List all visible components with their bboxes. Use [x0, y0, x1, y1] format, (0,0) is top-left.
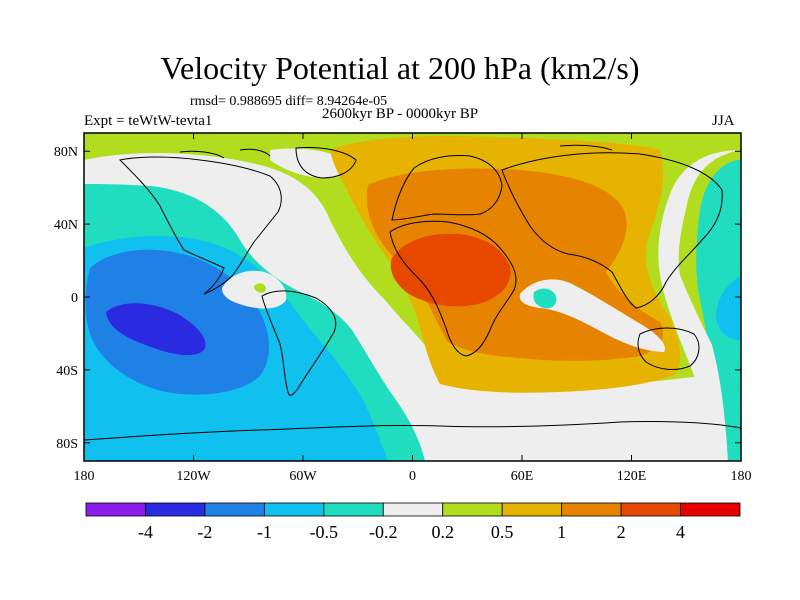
coast-australia — [637, 327, 700, 370]
coast-arctic-islands — [179, 144, 613, 159]
coast-greenland — [295, 147, 357, 179]
colorbar-label: -1 — [257, 522, 272, 542]
colorbar-label: -0.2 — [369, 522, 398, 542]
region-central-america-pos — [254, 283, 266, 293]
x-tick-label: 60W — [289, 469, 317, 484]
rmsd-diff-stats: rmsd= 0.988695 diff= 8.94264e-05 — [190, 94, 388, 109]
colorbar-label: 4 — [676, 522, 685, 542]
experiment-label: Expt = teWtW-tevta1 — [84, 113, 213, 129]
colorbar-label: -2 — [197, 522, 212, 542]
y-tick-label: 80N — [54, 145, 78, 160]
y-tick-label: 40N — [54, 218, 78, 233]
region-near-zero-west — [84, 153, 480, 461]
x-tick-label: 180 — [731, 469, 752, 484]
map-axes: 180 120W 60W 0 60E 120E 180 80N 40N 0 40S 80S — [54, 133, 752, 484]
y-tick-label: 80S — [56, 437, 78, 452]
coast-europe — [391, 155, 503, 221]
region-near-zero-lower — [420, 376, 724, 461]
x-tick-label: 120W — [176, 469, 211, 484]
colorbar-swatch — [620, 502, 681, 517]
y-tick-label: 0 — [71, 291, 78, 306]
contour-field — [84, 133, 741, 461]
colorbar-swatch — [680, 502, 741, 517]
x-tick-label: 120E — [617, 469, 647, 484]
colorbar: -4 -2 -1 -0.5 -0.2 0.2 0.5 1 2 4 — [85, 502, 741, 542]
period-label: 2600kyr BP - 0000kyr BP — [322, 106, 479, 122]
region-near-zero-greenland — [270, 148, 351, 179]
colorbar-swatch — [442, 502, 503, 517]
coast-south-america — [261, 290, 337, 396]
coast-asia — [501, 152, 723, 309]
colorbar-swatch — [561, 502, 622, 517]
colorbar-label: 0.5 — [491, 522, 514, 542]
colorbar-swatch — [145, 502, 206, 517]
coast-africa — [389, 220, 517, 357]
colorbar-swatch — [204, 502, 265, 517]
colorbar-swatch — [263, 502, 325, 517]
x-tick-label: 0 — [409, 469, 416, 484]
region-neg-0p5-east — [716, 276, 741, 340]
x-tick-label: 60E — [511, 469, 534, 484]
colorbar-swatch — [323, 502, 384, 517]
colorbar-label: 2 — [617, 522, 626, 542]
coastlines — [84, 144, 741, 441]
colorbar-label: 1 — [557, 522, 566, 542]
season-label: JJA — [712, 113, 735, 129]
colorbar-label: -4 — [138, 522, 153, 542]
region-central-america-near-zero — [222, 270, 287, 309]
x-tick-label: 180 — [74, 469, 95, 484]
region-pos-2 — [390, 233, 511, 307]
colorbar-label: 0.2 — [431, 522, 454, 542]
coast-north-america — [118, 156, 282, 295]
region-indian-ocean-neg — [533, 288, 557, 309]
region-neg-2 — [106, 303, 206, 356]
colorbar-swatch — [382, 502, 444, 517]
y-tick-label: 40S — [56, 364, 78, 379]
coast-antarctica — [84, 420, 741, 441]
map-title: Velocity Potential at 200 hPa (km2/s) — [160, 50, 640, 86]
colorbar-swatch — [501, 502, 563, 517]
colorbar-swatch — [85, 502, 146, 517]
region-near-zero-east — [658, 150, 741, 461]
colorbar-label: -0.5 — [310, 522, 339, 542]
